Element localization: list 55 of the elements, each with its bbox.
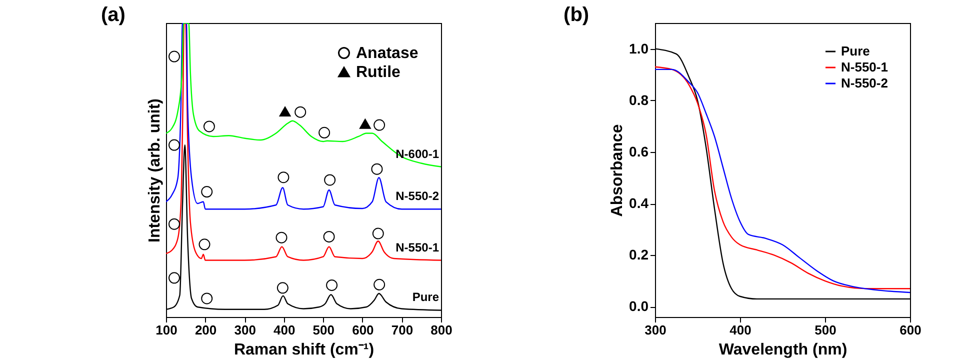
point xyxy=(374,278,386,290)
point xyxy=(201,292,213,304)
series-label: N-550-1 xyxy=(396,240,440,254)
legend-label: Anatase xyxy=(356,45,418,62)
point xyxy=(294,106,306,118)
x-tick-label: 400 xyxy=(730,322,752,338)
y-tick-label: 0.4 xyxy=(629,195,649,212)
point xyxy=(168,218,180,230)
point xyxy=(324,174,336,186)
point xyxy=(168,139,180,151)
point xyxy=(372,228,384,240)
point xyxy=(359,118,371,129)
point xyxy=(276,232,288,244)
y-tick-label: 0.6 xyxy=(629,143,649,160)
x-tick-label: 600 xyxy=(900,322,922,338)
point xyxy=(326,280,338,291)
series-label: N-600-1 xyxy=(396,146,440,161)
legend-label: N-550-1 xyxy=(841,60,888,74)
point xyxy=(371,163,383,175)
series-label: Pure xyxy=(412,290,440,304)
x-tick-label: 500 xyxy=(814,322,836,338)
point xyxy=(374,119,386,131)
point xyxy=(276,282,288,294)
x-axis-title: Raman shift (cm⁻¹) xyxy=(234,342,374,358)
point xyxy=(278,172,290,184)
x-tick-label: 300 xyxy=(234,322,256,338)
x-tick-label: 200 xyxy=(194,322,217,338)
x-tick-label: 500 xyxy=(312,322,334,338)
x-tick-label: 100 xyxy=(156,322,178,338)
y-axis-title: Absorbance xyxy=(609,124,626,217)
x-tick-label: 400 xyxy=(274,322,296,338)
x-axis-title: Wavelength (nm) xyxy=(718,342,848,358)
y-tick-label: 0.0 xyxy=(629,298,649,314)
point xyxy=(279,106,291,117)
point xyxy=(323,231,335,242)
point xyxy=(203,120,215,132)
legend-label: N-550-2 xyxy=(841,76,888,90)
point xyxy=(318,126,330,138)
x-tick-label: 600 xyxy=(352,322,374,338)
point xyxy=(201,186,213,198)
x-tick-label: 300 xyxy=(644,322,666,338)
y-axis-title: Intensity (arb. unit) xyxy=(146,98,164,242)
x-tick-label: 800 xyxy=(430,322,452,338)
point xyxy=(168,50,180,62)
legend-label: Rutile xyxy=(356,64,401,81)
point xyxy=(198,238,210,250)
point xyxy=(168,272,180,284)
y-tick-label: 0.2 xyxy=(629,246,649,263)
legend-label: Pure xyxy=(841,44,870,58)
y-tick-label: 1.0 xyxy=(629,40,649,56)
chart-title: (a) xyxy=(101,4,126,26)
series-label: N-550-2 xyxy=(396,189,440,204)
x-tick-label: 700 xyxy=(391,322,414,338)
y-tick-label: 0.8 xyxy=(629,92,649,108)
chart-title: (b) xyxy=(564,4,590,26)
